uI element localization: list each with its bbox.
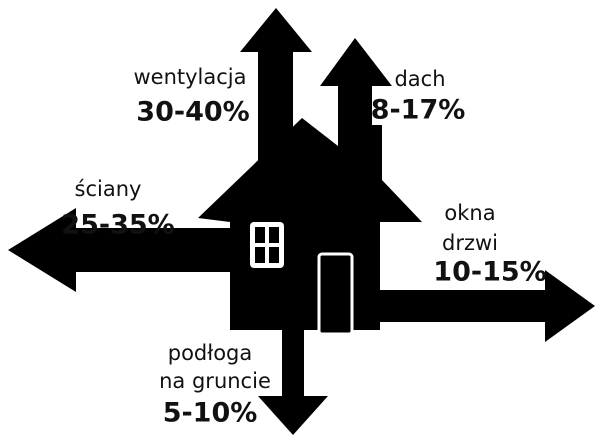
label: drzwi bbox=[442, 231, 498, 255]
percentage: 10-15% bbox=[433, 257, 546, 288]
percentage: 5-10% bbox=[163, 398, 258, 429]
percentage: 25-35% bbox=[61, 210, 174, 241]
label: okna bbox=[444, 201, 495, 225]
label: wentylacja bbox=[133, 65, 246, 89]
percentage: 8-17% bbox=[371, 95, 466, 126]
percentage: 30-40% bbox=[136, 97, 249, 128]
label: podłoga bbox=[168, 341, 253, 365]
window bbox=[250, 222, 284, 268]
door bbox=[319, 254, 352, 334]
label: dach bbox=[394, 67, 445, 91]
label: na gruncie bbox=[159, 369, 271, 393]
label: ściany bbox=[75, 177, 142, 201]
heat-loss-diagram: wentylacja 30-40% dach 8-17% ściany 25-3… bbox=[0, 0, 598, 438]
